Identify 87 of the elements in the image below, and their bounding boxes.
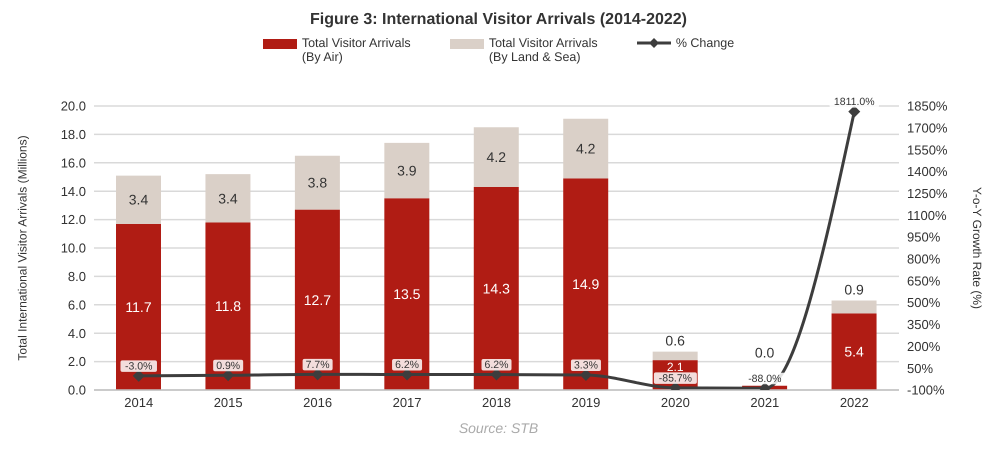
x-tick-label: 2014 xyxy=(124,395,154,410)
y2-tick-label: 800% xyxy=(907,252,941,267)
data-label: 11.7 xyxy=(125,298,152,315)
data-label: 0.0 xyxy=(754,344,775,361)
data-label: 0.9% xyxy=(216,360,240,372)
y-tick-label: 18.0 xyxy=(60,127,86,142)
y-tick-label: 16.0 xyxy=(60,155,86,170)
data-label: 11.8 xyxy=(214,298,242,314)
x-tick-label: 2022 xyxy=(840,395,869,410)
data-label: -88.0% xyxy=(748,372,782,385)
point xyxy=(848,106,860,118)
y2-tick-label: 350% xyxy=(907,317,941,332)
bar xyxy=(205,174,250,222)
point xyxy=(132,370,145,382)
x-tick-label: 2016 xyxy=(303,395,332,410)
data-label: 3.4 xyxy=(218,190,238,206)
y2-axis-title: Y-o-Y Growth Rate (%) xyxy=(970,186,984,310)
y-tick-label: 4.0 xyxy=(68,326,86,341)
chart-title: Figure 3: International Visitor Arrivals (2014-2022) xyxy=(308,10,688,30)
y-tick-label: 10.0 xyxy=(60,240,86,256)
bar xyxy=(294,210,340,390)
y-tick-label: 0.0 xyxy=(68,382,86,398)
y-tick-label: 2.0 xyxy=(68,354,86,370)
data-label: 3.8 xyxy=(308,174,328,191)
data-label: 4.2 xyxy=(486,149,506,166)
point xyxy=(312,368,324,380)
bar xyxy=(832,313,877,390)
data-label: 14.9 xyxy=(572,276,600,292)
data-label: 3.3% xyxy=(574,359,598,372)
data-label: 1811.0% xyxy=(834,96,875,108)
x-tick-label: 2018 xyxy=(482,395,511,410)
y2-tick-label: 50% xyxy=(907,360,934,376)
y2-tick-label: 200% xyxy=(907,338,941,354)
y2-tick-label: 500% xyxy=(907,295,941,310)
y2-tick-label: 950% xyxy=(907,230,941,245)
bar xyxy=(474,127,519,187)
point xyxy=(490,368,502,381)
data-label: 6.2% xyxy=(484,359,508,372)
y-tick-label: 6.0 xyxy=(68,297,86,312)
y2-tick-label: 1850% xyxy=(907,98,948,114)
y-tick-label: 12.0 xyxy=(60,212,86,228)
data-label: 3.9 xyxy=(397,162,417,179)
x-tick-label: 2017 xyxy=(392,395,422,410)
bar xyxy=(294,156,340,210)
y-tick-label: 14.0 xyxy=(60,184,86,199)
x-tick-label: 2021 xyxy=(750,395,780,410)
data-label: 4.2 xyxy=(576,140,596,157)
bar xyxy=(474,186,519,390)
data-label: 0.9 xyxy=(844,282,864,298)
data-label: -3.0% xyxy=(125,360,152,372)
data-label: 2.1 xyxy=(666,360,684,374)
legend-label: % Change xyxy=(676,36,734,50)
data-label: 14.3 xyxy=(482,280,510,296)
x-tick-label: 2015 xyxy=(214,395,243,410)
data-label: 12.7 xyxy=(304,292,332,308)
bar xyxy=(563,178,608,390)
point xyxy=(222,369,234,382)
bar xyxy=(116,224,161,390)
data-label: -85.7% xyxy=(658,372,692,384)
legend-label: Total Visitor Arrivals (By Land & Sea) xyxy=(488,36,599,64)
x-tick-label: 2020 xyxy=(660,395,690,410)
data-label: 5.4 xyxy=(844,344,864,360)
data-label: 13.5 xyxy=(393,286,421,302)
y2-tick-label: 1550% xyxy=(907,142,948,158)
y2-tick-label: 1250% xyxy=(907,186,948,201)
y-tick-label: 8.0 xyxy=(68,269,86,284)
bar xyxy=(116,176,161,224)
x-tick-label: 2019 xyxy=(571,395,600,410)
bar xyxy=(384,142,430,198)
y-axis-title: Total International Visitor Arrivals (Millions) xyxy=(15,135,30,361)
y2-tick-label: 650% xyxy=(907,273,941,288)
data-label: 0.6 xyxy=(665,332,686,349)
y2-tick-label: 1100% xyxy=(907,208,947,223)
y2-tick-label: -100% xyxy=(907,382,946,398)
y-tick-label: 20.0 xyxy=(60,98,86,114)
bar xyxy=(205,222,250,390)
legend-label: Total Visitor Arrivals (By Air) xyxy=(302,36,412,64)
data-label: 7.7% xyxy=(306,358,330,371)
y2-tick-label: 1400% xyxy=(907,164,948,180)
data-label: 3.4 xyxy=(128,192,148,208)
data-label: 6.2% xyxy=(395,359,420,372)
source-note: Source: STB xyxy=(458,420,540,436)
bar xyxy=(384,198,430,390)
bar xyxy=(563,118,608,178)
y2-tick-label: 1700% xyxy=(907,120,948,136)
bar xyxy=(832,300,877,314)
bar xyxy=(652,352,698,360)
